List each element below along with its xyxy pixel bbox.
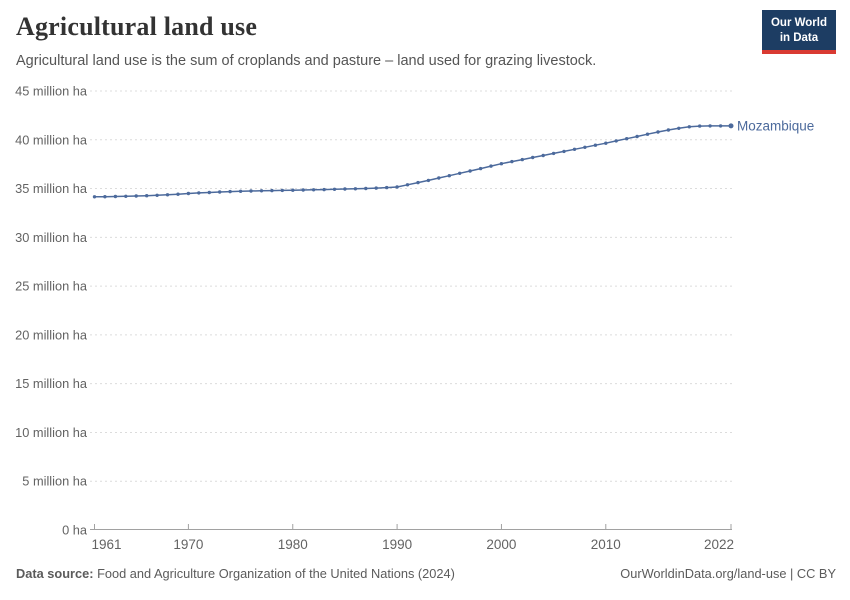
data-point (593, 143, 598, 147)
data-point (238, 189, 243, 193)
x-axis-tick-label: 1961 (92, 537, 122, 552)
data-point (520, 157, 524, 162)
data-point (280, 188, 284, 193)
data-source-note: Data source: Food and Agriculture Organi… (16, 566, 455, 581)
y-axis-tick-label: 35 million ha (15, 181, 88, 196)
chart-subtitle: Agricultural land use is the sum of crop… (16, 53, 597, 69)
data-point (656, 130, 660, 134)
data-point (395, 185, 399, 189)
data-point (353, 187, 358, 191)
y-axis-tick-label: 20 million ha (15, 327, 88, 342)
x-axis-tick-label: 1990 (382, 537, 412, 552)
data-point (301, 188, 305, 192)
data-point (708, 124, 712, 128)
y-axis-tick-label: 30 million ha (15, 230, 88, 245)
data-point (374, 186, 378, 190)
data-point (614, 139, 618, 143)
data-point (426, 178, 431, 183)
data-point (145, 194, 149, 198)
x-axis-tick-label: 2010 (591, 537, 621, 552)
x-axis-tick-label: 1970 (173, 537, 203, 552)
data-point (134, 194, 138, 198)
x-axis-tick-label: 2000 (486, 537, 516, 552)
data-point (645, 132, 650, 136)
data-point (343, 187, 347, 191)
x-axis-tick-label: 2022 (704, 537, 734, 552)
y-axis-tick-label: 5 million ha (22, 474, 88, 489)
data-point (635, 134, 639, 139)
data-point (228, 189, 232, 194)
data-point (687, 125, 691, 129)
data-point (322, 187, 326, 192)
page-title: Agricultural land use (16, 12, 258, 41)
data-point (197, 191, 201, 195)
data-point (405, 183, 410, 187)
y-axis-tick-label: 10 million ha (15, 425, 88, 440)
owid-logo-line1: Our World (770, 17, 827, 29)
data-point (666, 128, 671, 132)
owid-logo[interactable]: Our World in Data (761, 10, 836, 54)
owid-url-link[interactable]: OurWorldinData.org/land-use | CC BY (620, 566, 836, 581)
data-point (625, 137, 629, 141)
data-point (551, 151, 556, 156)
data-point (531, 155, 535, 160)
y-axis-tick-label: 25 million ha (15, 279, 88, 294)
y-axis-tick-label: 40 million ha (15, 132, 88, 147)
data-point (447, 174, 451, 178)
data-line-mozambique (93, 125, 732, 198)
data-point (416, 180, 420, 185)
data-point (458, 171, 462, 175)
data-point (478, 166, 483, 171)
data-point (698, 124, 702, 128)
data-point (259, 189, 264, 193)
data-point (155, 193, 159, 197)
data-point (583, 145, 587, 149)
data-point (103, 195, 107, 199)
data-point (385, 185, 389, 190)
data-source-label: Data source: (16, 566, 94, 581)
data-point (124, 194, 128, 198)
data-point (207, 190, 211, 195)
data-point (176, 192, 180, 196)
data-point (572, 147, 577, 151)
data-point (718, 124, 723, 128)
data-source-text: Food and Agriculture Organization of the… (93, 566, 455, 581)
data-point (270, 188, 274, 193)
data-point (249, 189, 253, 193)
series-label-mozambique[interactable]: Mozambique (737, 118, 814, 133)
owid-logo-line2: in Data (779, 31, 819, 44)
data-point (165, 193, 170, 197)
data-point (510, 159, 514, 164)
data-point (92, 195, 97, 199)
y-axis-tick-label: 0 ha (62, 523, 88, 538)
data-point (499, 162, 504, 166)
data-point (218, 190, 222, 194)
data-point (186, 191, 191, 196)
data-point (468, 169, 472, 173)
data-point (291, 188, 295, 192)
data-point (541, 153, 545, 158)
data-point (604, 141, 608, 145)
data-point (562, 149, 566, 154)
data-point (332, 187, 337, 191)
y-axis-tick-label: 15 million ha (15, 376, 88, 391)
y-axis-tick-label: 45 million ha (15, 84, 88, 99)
data-point (311, 188, 316, 192)
data-point (677, 126, 681, 130)
data-point (437, 176, 441, 180)
data-point (489, 164, 493, 168)
data-point (728, 123, 734, 129)
data-point (364, 186, 368, 191)
x-axis-tick-label: 1980 (278, 537, 308, 552)
data-point (113, 194, 118, 199)
chart-footer: Data source: Food and Agriculture Organi… (16, 566, 836, 581)
